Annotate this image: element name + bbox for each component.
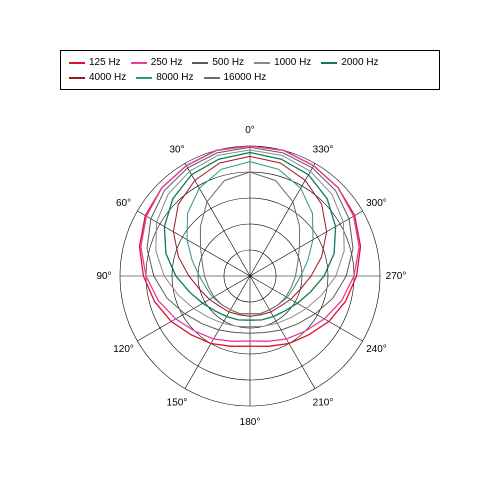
legend-label: 1000 Hz [274,55,311,70]
legend-swatch [136,77,152,79]
legend-item: 1000 Hz [254,55,311,70]
legend-swatch [69,77,85,79]
legend-label: 250 Hz [151,55,183,70]
svg-text:30°: 30° [169,145,184,156]
svg-text:330°: 330° [313,145,334,156]
svg-text:240°: 240° [366,344,387,355]
legend-label: 16000 Hz [224,70,267,85]
svg-text:60°: 60° [116,198,131,209]
svg-text:180°: 180° [240,417,261,428]
legend-item: 2000 Hz [321,55,378,70]
svg-text:270°: 270° [386,271,407,282]
legend-swatch [204,77,220,79]
svg-text:300°: 300° [366,198,387,209]
svg-text:0°: 0° [245,125,255,136]
legend-item: 4000 Hz [69,70,126,85]
legend-swatch [321,62,337,64]
legend-item: 125 Hz [69,55,121,70]
legend-item: 250 Hz [131,55,183,70]
legend-label: 2000 Hz [341,55,378,70]
svg-text:150°: 150° [167,397,188,408]
svg-text:210°: 210° [313,397,334,408]
svg-text:90°: 90° [96,271,111,282]
polar-plot-svg: 0° 30° 60° 90° 120° 150° 180° 210° 240° 270° 300° 3… [60,96,440,456]
legend-swatch [192,62,208,64]
legend-label: 4000 Hz [89,70,126,85]
legend-label: 125 Hz [89,55,121,70]
legend-item: 8000 Hz [136,70,193,85]
polar-chart: 125 Hz 250 Hz 500 Hz 1000 Hz 2000 Hz 4000 Hz 8… [60,50,440,450]
legend-swatch [131,62,147,64]
legend: 125 Hz 250 Hz 500 Hz 1000 Hz 2000 Hz 4000 Hz 8… [60,50,440,90]
legend-label: 8000 Hz [156,70,193,85]
legend-item: 500 Hz [192,55,244,70]
legend-swatch [69,62,85,64]
svg-text:120°: 120° [113,344,134,355]
legend-item: 16000 Hz [204,70,267,85]
legend-label: 500 Hz [212,55,244,70]
legend-swatch [254,62,270,64]
